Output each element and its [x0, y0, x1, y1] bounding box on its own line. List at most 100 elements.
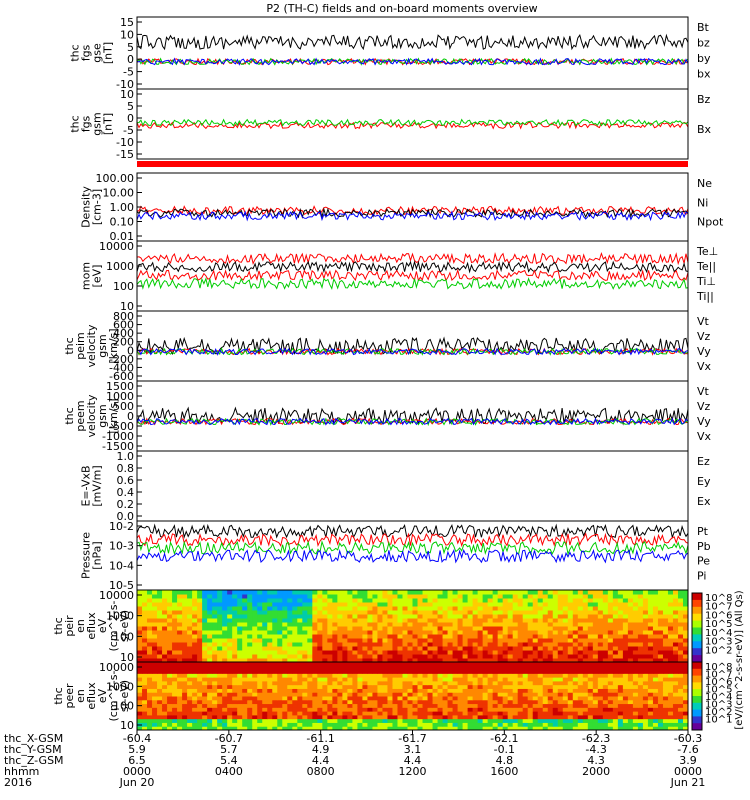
spectrogram-cell [252, 722, 258, 727]
spectrogram-cell [297, 614, 303, 619]
spectrogram-cell [387, 699, 393, 705]
spectrogram-cell [312, 650, 318, 655]
spectrogram-cell [682, 692, 689, 697]
spectrogram-cell [357, 662, 363, 667]
spectrogram-cell [207, 673, 213, 678]
spectrogram-cell [662, 634, 669, 639]
spectrogram-cell [677, 654, 684, 659]
spectrogram-cell [217, 726, 223, 731]
spectrogram-cell [322, 662, 328, 667]
spectrogram-cell [282, 622, 288, 627]
ytick-label: 0.0 [117, 510, 135, 523]
spectrogram-cell [362, 665, 368, 671]
spectrogram-cell [312, 669, 318, 674]
spectrogram-cell [177, 658, 183, 663]
spectrogram-cell [562, 642, 569, 647]
spectrogram-cell [512, 718, 519, 723]
spectrogram-cell [147, 707, 153, 712]
spectrogram-cell [597, 654, 604, 659]
spectrogram-cell [507, 618, 514, 623]
spectrogram-cell [172, 718, 178, 723]
ytick-label: 1000 [106, 680, 134, 693]
spectrogram-cell [662, 669, 669, 674]
spectrogram-cell [352, 714, 358, 720]
spectrogram-cell [247, 622, 253, 627]
spectrogram-cell [502, 650, 509, 655]
spectrogram-cell [562, 714, 569, 720]
spectrogram-cell [437, 688, 444, 693]
spectrogram-cell [437, 696, 444, 701]
spectrogram-cell [442, 707, 449, 712]
spectrogram-cell [457, 684, 464, 689]
spectrogram-cell [587, 650, 594, 655]
spectrogram-cell [617, 630, 624, 635]
spectrogram-cell [282, 650, 288, 655]
spectrogram-cell [677, 610, 684, 615]
spectrogram-cell [427, 662, 434, 667]
spectrogram-cell [392, 634, 398, 639]
spectrogram-cell [512, 673, 519, 678]
spectrogram-cell [472, 658, 479, 663]
spectrogram-cell [307, 684, 313, 689]
spectrogram-cell [337, 598, 343, 603]
spectrogram-cell [267, 594, 273, 599]
spectrogram-cell [152, 630, 158, 635]
spectrogram-cell [312, 665, 318, 671]
spectrogram-cell [482, 638, 489, 643]
spectrogram-cell [637, 714, 644, 720]
spectrogram-cell [487, 662, 494, 667]
spectrogram-cell [142, 680, 148, 686]
spectrogram-cell [327, 688, 333, 693]
spectrogram-cell [602, 646, 609, 651]
ytick-label: 10 [120, 651, 134, 664]
spectrogram-cell [597, 650, 604, 655]
spectrogram-cell [162, 598, 168, 603]
ylabel-line: eflux [85, 612, 98, 640]
time-axis-value: 0000 [674, 765, 702, 778]
spectrogram-cell [297, 707, 303, 712]
spectrogram-cell [437, 646, 444, 651]
spectrogram-cell [332, 722, 338, 727]
spectrogram-cell [417, 614, 424, 619]
spectrogram-cell [177, 718, 183, 723]
spectrogram-cell [647, 692, 654, 697]
spectrogram-cell [612, 598, 619, 603]
spectrogram-cell [512, 680, 519, 686]
spectrogram-cell [637, 658, 644, 663]
spectrogram-cell [382, 650, 388, 655]
spectrogram-cell [572, 590, 579, 595]
spectrogram-cell [657, 638, 664, 643]
spectrogram-cell [627, 688, 634, 693]
spectrogram-cell [617, 626, 624, 631]
spectrogram-cell [682, 590, 689, 595]
spectrogram-cell [167, 610, 173, 615]
spectrogram-cell [297, 699, 303, 705]
spectrogram-cell [597, 638, 604, 643]
spectrogram-cell [407, 722, 413, 727]
spectrogram-cell [137, 602, 143, 607]
spectrogram-cell [202, 638, 208, 643]
spectrogram-cell [477, 662, 484, 667]
spectrogram-cell [502, 654, 509, 659]
spectrogram-cell [182, 692, 188, 697]
spectrogram-cell [682, 680, 689, 686]
spectrogram-cell [277, 665, 283, 671]
spectrogram-cell [597, 722, 604, 727]
spectrogram-cell [162, 642, 168, 647]
spectrogram-cell [207, 677, 213, 682]
spectrogram-cell [157, 726, 163, 731]
spectrogram-cell [377, 688, 383, 693]
spectrogram-cell [582, 669, 589, 674]
spectrogram-cell [147, 699, 153, 705]
spectrogram-cell [167, 703, 173, 708]
spectrogram-cell [682, 602, 689, 607]
spectrogram-cell [472, 606, 479, 611]
spectrogram-cell [512, 669, 519, 674]
spectrogram-cell [137, 614, 143, 619]
spectrogram-cell [622, 622, 629, 627]
time-axis-value: -60.3 [674, 732, 702, 745]
spectrogram-cell [482, 598, 489, 603]
spectrogram-cell [432, 714, 439, 720]
spectrogram-cell [357, 630, 363, 635]
